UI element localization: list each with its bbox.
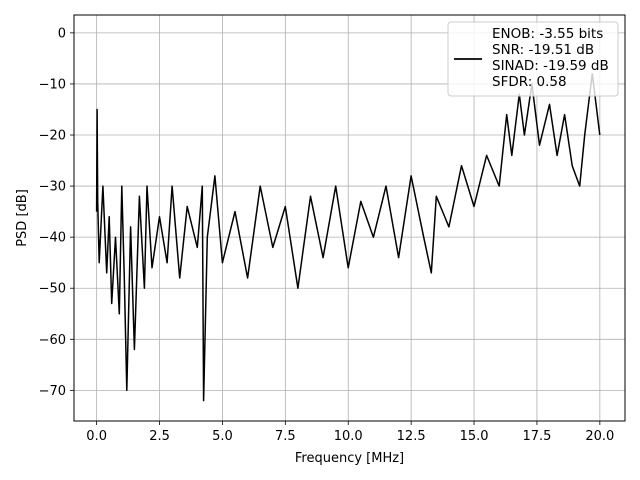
- legend-enob: ENOB: -3.55 bits: [492, 26, 603, 42]
- legend-box: [447, 21, 619, 97]
- x-tick-label: 5.0: [212, 429, 233, 444]
- x-tick-label: 20.0: [585, 429, 614, 444]
- legend-sinad: SINAD: -19.59 dB: [492, 58, 609, 74]
- y-tick-label: −70: [39, 384, 66, 399]
- y-axis-ticks: 0 −10 −20 −30 −40 −50 −60 −70: [39, 26, 74, 399]
- y-tick-label: 0: [58, 26, 66, 41]
- x-tick-label: 17.5: [522, 429, 551, 444]
- x-tick-label: 7.5: [275, 429, 296, 444]
- x-tick-label: 15.0: [460, 429, 489, 444]
- y-tick-label: −10: [39, 77, 66, 92]
- x-axis-ticks: 0.0 2.5 5.0 7.5 10.0 12.5 15.0 17.5 20.0: [86, 421, 614, 444]
- x-axis-label: Frequency [MHz]: [295, 451, 404, 466]
- y-tick-label: −50: [39, 282, 66, 297]
- x-tick-label: 0.0: [86, 429, 107, 444]
- x-tick-label: 2.5: [149, 429, 170, 444]
- legend-sfdr: SFDR: 0.58: [492, 74, 567, 90]
- x-tick-label: 12.5: [397, 429, 426, 444]
- x-tick-label: 10.0: [334, 429, 363, 444]
- y-tick-label: −60: [39, 333, 66, 348]
- y-tick-label: −30: [39, 180, 66, 195]
- y-tick-label: −20: [39, 129, 66, 144]
- y-tick-label: −40: [39, 231, 66, 246]
- plot-frame: [73, 14, 626, 422]
- legend-snr: SNR: -19.51 dB: [492, 42, 594, 58]
- legend: ENOB: -3.55 bits SNR: -19.51 dB SINAD: -…: [447, 21, 619, 97]
- y-axis-label: PSD [dB]: [15, 189, 30, 247]
